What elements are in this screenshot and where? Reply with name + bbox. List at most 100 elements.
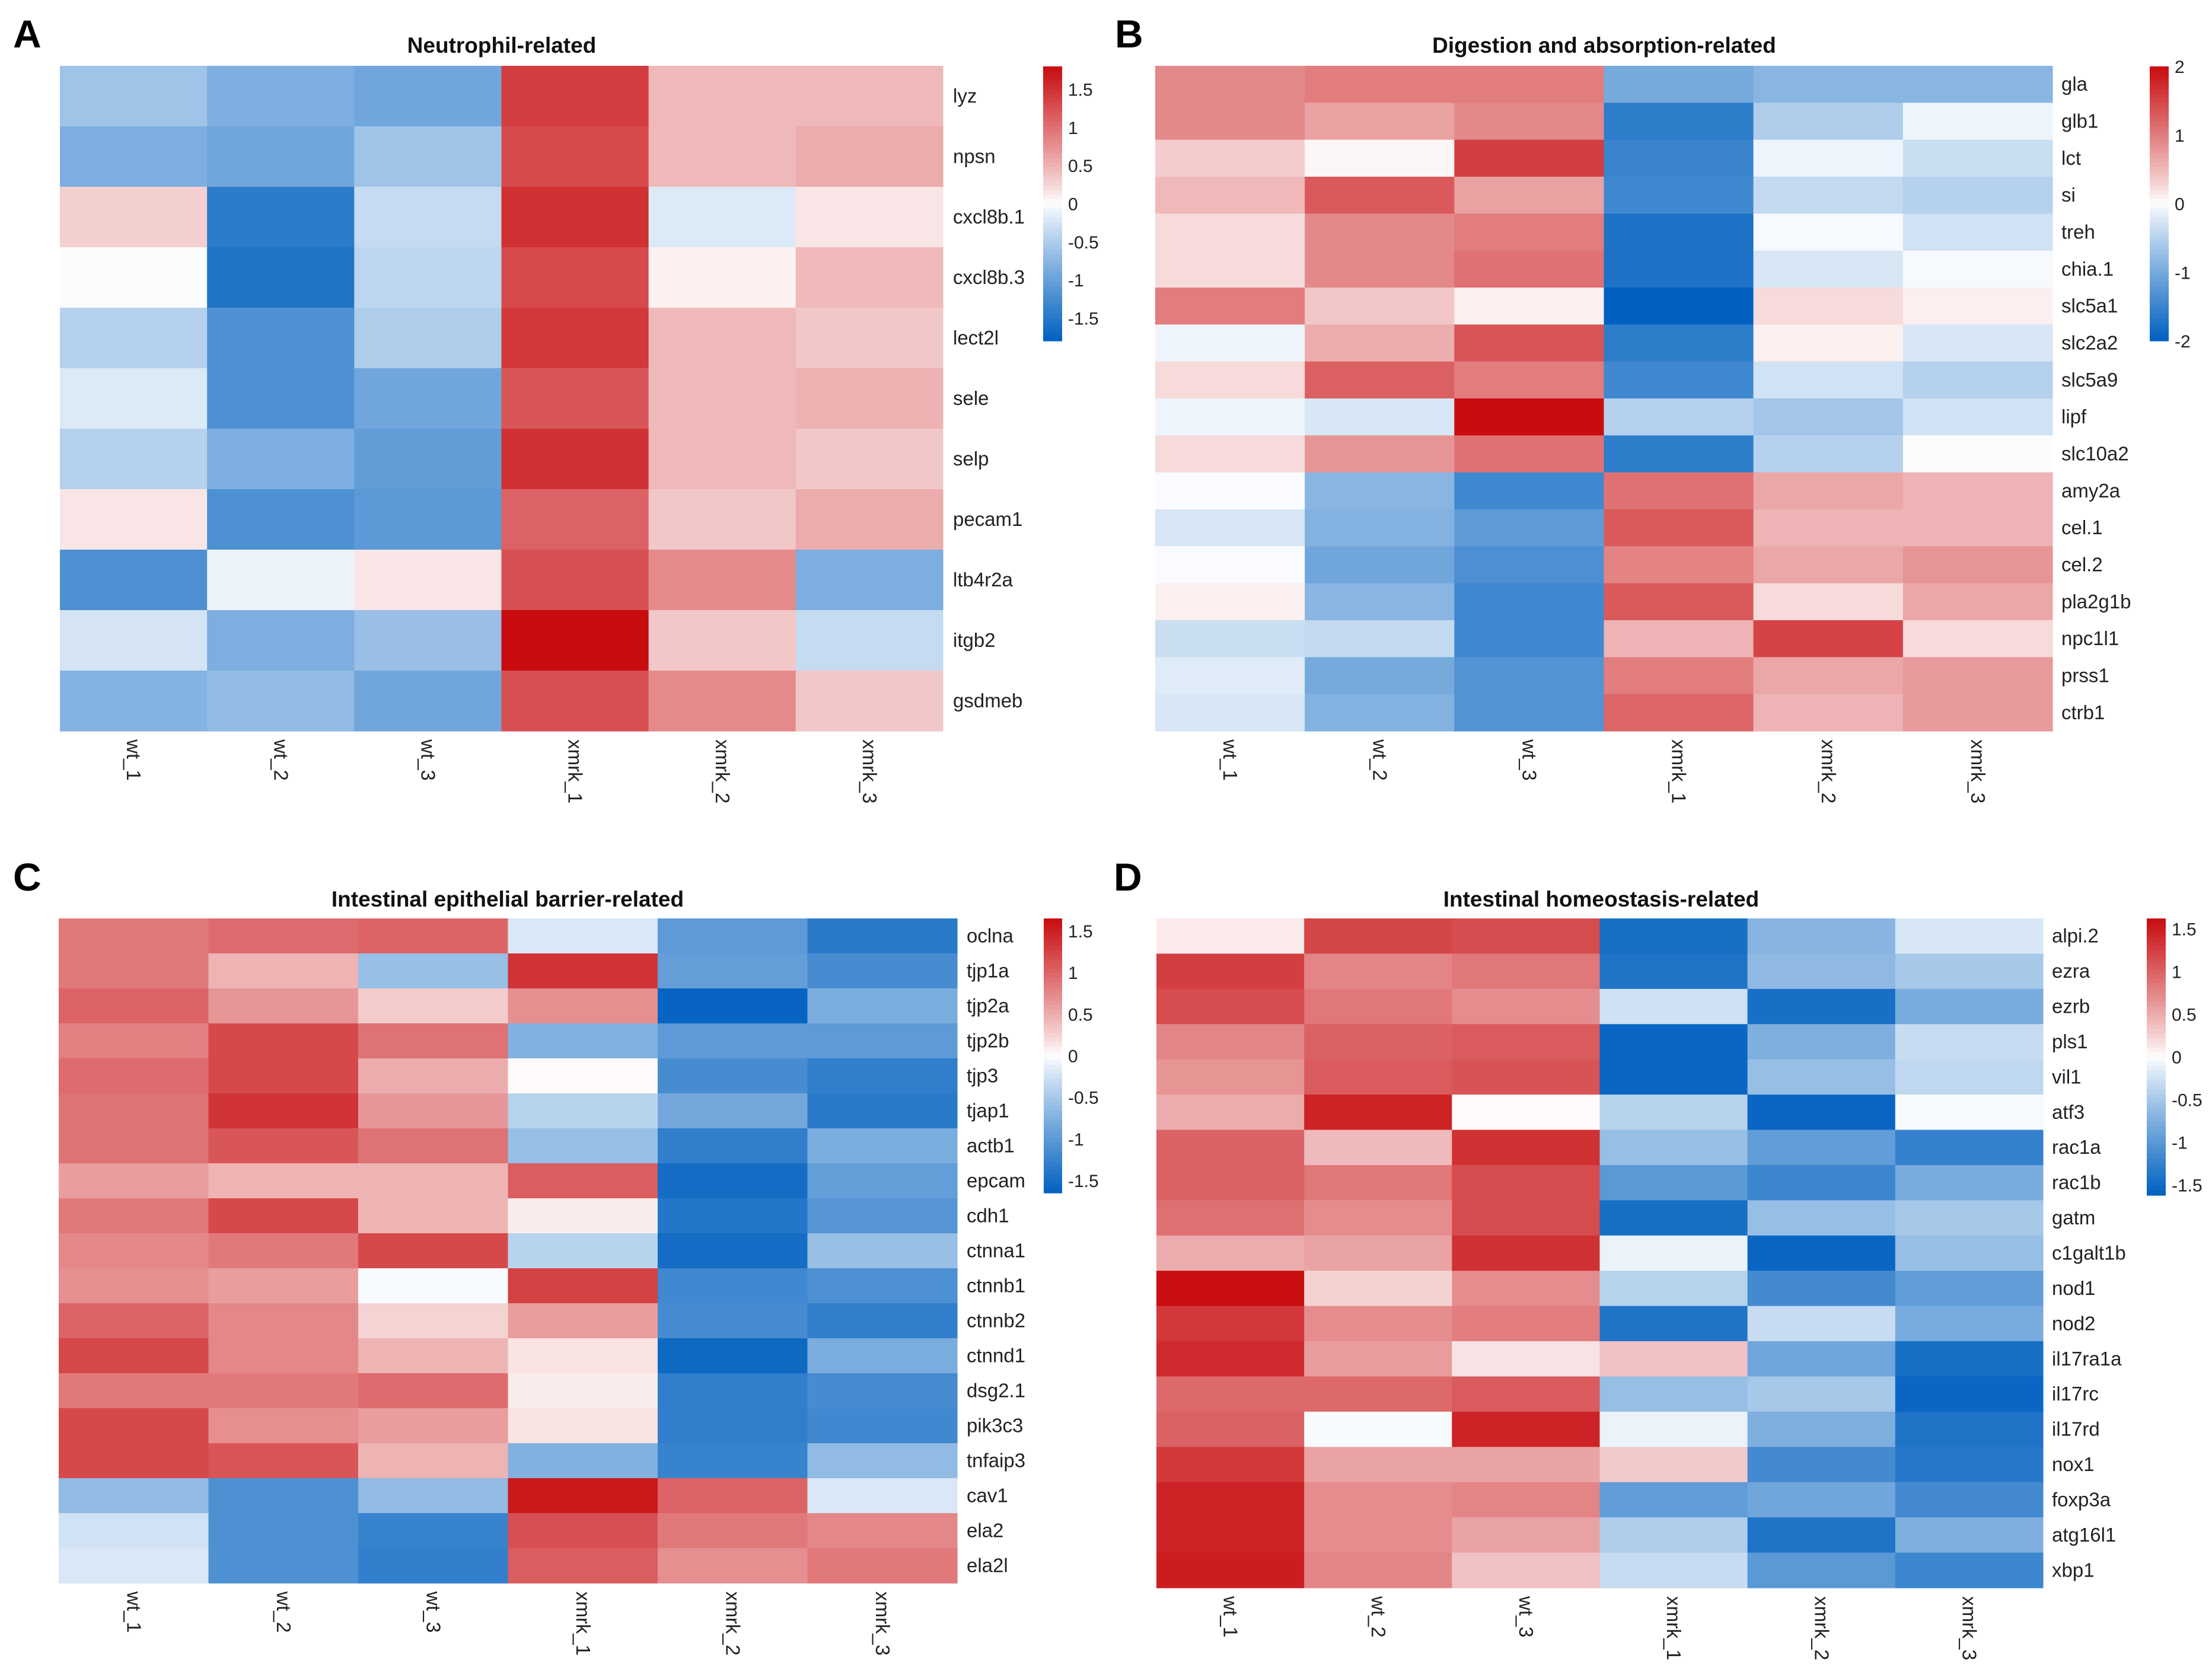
colorbar-segment xyxy=(2150,244,2169,250)
heatmap-cell xyxy=(658,988,808,1024)
heatmap-cell xyxy=(354,66,502,127)
heatmap-cell xyxy=(1454,361,1605,399)
panel-a: A Neutrophil-related lyz npsn cxcl8b.1 cxcl… xyxy=(13,12,1099,803)
heatmap-cell xyxy=(208,918,359,954)
colorbar-segment xyxy=(1044,1151,1062,1157)
heatmap-cell xyxy=(1895,918,2044,955)
colorbar-tick-label: -1.5 xyxy=(1068,309,1099,328)
heatmap-cell xyxy=(208,1233,359,1269)
heatmap-cell xyxy=(508,1233,658,1269)
heatmap-cell xyxy=(1452,1341,1601,1377)
heatmap-cell xyxy=(60,550,208,611)
colorbar-segment xyxy=(1043,103,1062,109)
colorbar-segment xyxy=(1044,1179,1062,1185)
colorbar-segment xyxy=(1044,991,1062,997)
heatmap-cell xyxy=(1599,1271,1748,1307)
colorbar-segment xyxy=(2150,249,2169,254)
heatmap-cell xyxy=(208,1163,359,1199)
gene-label: ctnna1 xyxy=(967,1240,1025,1262)
heatmap-cell xyxy=(658,1058,808,1094)
heatmap-cell xyxy=(1753,177,1904,214)
heatmap-cell xyxy=(508,1163,658,1199)
colorbar-segment xyxy=(2147,1121,2166,1127)
heatmap-cell xyxy=(1156,1130,1305,1166)
heatmap-cell xyxy=(508,953,658,989)
heatmap-cell xyxy=(59,1268,209,1304)
colorbar-segment xyxy=(1044,982,1062,988)
gene-label: cel.1 xyxy=(2061,516,2103,538)
sample-label: xmrk_1 xyxy=(572,1591,594,1655)
heatmap-cell xyxy=(508,1023,658,1059)
heatmap-cell xyxy=(1747,988,1896,1025)
colorbar-segment xyxy=(1043,116,1062,122)
heatmap-cell xyxy=(208,1478,359,1514)
heatmap-cell xyxy=(807,1338,958,1374)
heatmap-cell xyxy=(1753,324,1904,362)
heatmap-cell xyxy=(1155,435,1305,473)
heatmap-cell xyxy=(658,953,808,989)
heatmap-cell xyxy=(807,918,958,954)
heatmap-cell xyxy=(1902,250,2053,288)
heatmap-cell xyxy=(1599,1130,1748,1166)
colorbar-tick-label: -0.5 xyxy=(1068,233,1099,253)
colorbar-segment xyxy=(2150,286,2169,291)
colorbar-segment xyxy=(1043,126,1062,131)
heatmap-cell xyxy=(648,308,796,369)
heatmap-cell xyxy=(207,126,355,187)
heatmap-cell xyxy=(1305,288,1455,325)
sample-label: wt_2 xyxy=(270,739,292,781)
gene-label: pik3c3 xyxy=(967,1415,1023,1437)
heatmap-cell xyxy=(1604,472,1754,510)
colorbar-segment xyxy=(2150,235,2169,241)
colorbar-segment xyxy=(2147,1070,2166,1076)
colorbar-segment xyxy=(1044,964,1062,969)
colorbar-segment xyxy=(2147,950,2166,956)
colorbar-segment xyxy=(2150,336,2169,342)
colorbar-segment xyxy=(1044,923,1062,929)
heatmap-cell xyxy=(658,1093,808,1129)
colorbar-segment xyxy=(1043,318,1062,323)
colorbar-segment xyxy=(1044,1170,1062,1175)
heatmap-cell xyxy=(1304,1411,1452,1447)
colorbar-segment xyxy=(2147,1098,2166,1103)
heatmap-cell xyxy=(354,126,502,187)
colorbar-segment xyxy=(2150,199,2169,205)
heatmap-cell xyxy=(1156,1164,1305,1201)
colorbar-segment xyxy=(1044,1092,1062,1097)
colorbar-segment xyxy=(2147,946,2166,952)
colorbar-segment xyxy=(2150,135,2169,141)
colorbar-tick-label: 1 xyxy=(1068,963,1078,983)
heatmap-cell xyxy=(508,1478,658,1514)
gene-label: prss1 xyxy=(2061,665,2109,687)
colorbar-segment xyxy=(1043,254,1062,259)
heatmap-cell xyxy=(1902,177,2053,214)
gene-label: dsg2.1 xyxy=(967,1380,1025,1402)
colorbar-segment xyxy=(1044,978,1062,983)
colorbar-segment xyxy=(1044,1119,1062,1125)
colorbar-tick-label: 1.5 xyxy=(1068,922,1093,942)
colorbar-segment xyxy=(1044,987,1062,993)
heatmap-cell xyxy=(1305,546,1455,584)
heatmap-cell xyxy=(1305,66,1455,103)
colorbar-segment xyxy=(1043,336,1062,342)
colorbar-segment xyxy=(2150,313,2169,319)
heatmap-cell xyxy=(208,1408,359,1444)
colorbar-segment xyxy=(1044,1138,1062,1143)
heatmap-cell xyxy=(358,1373,509,1409)
colorbar-segment xyxy=(1044,1160,1062,1166)
sample-label: xmrk_3 xyxy=(859,739,881,803)
heatmap-cell xyxy=(207,187,355,248)
colorbar-segment xyxy=(1044,1111,1062,1116)
colorbar-segment xyxy=(1043,249,1062,254)
heatmap-cell xyxy=(1895,1200,2044,1236)
colorbar-segment xyxy=(2147,932,2166,937)
heatmap-cell xyxy=(807,1373,958,1409)
heatmap-cell xyxy=(508,1198,658,1234)
heatmap-cell xyxy=(1305,361,1455,399)
colorbar-segment xyxy=(1043,190,1062,195)
heatmap-cell xyxy=(1604,288,1754,325)
heatmap-cell xyxy=(1305,250,1455,288)
colorbar-tick-label: -2 xyxy=(2175,332,2191,352)
panel-b: B Digestion and absorption-related glagl… xyxy=(1115,12,2191,803)
heatmap-cell xyxy=(1454,620,1605,658)
